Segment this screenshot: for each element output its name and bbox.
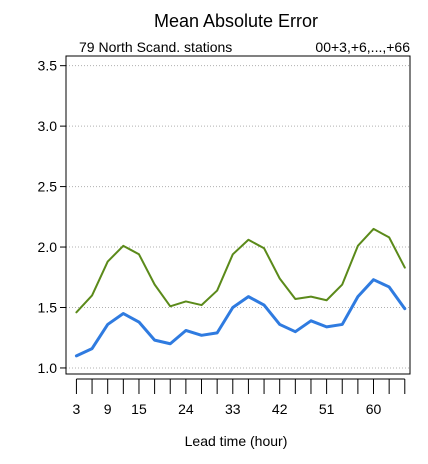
series-line-2 [74, 278, 407, 358]
chart-title: Mean Absolute Error [154, 11, 318, 31]
y-tick-label: 2.0 [38, 239, 58, 255]
chart-subtitle-right: 00+3,+6,...,+66 [315, 39, 410, 55]
x-tick-label: 3 [73, 401, 81, 417]
y-tick-label: 3.5 [38, 58, 58, 74]
x-tick-label: 42 [272, 401, 288, 417]
x-tick-label: 51 [319, 401, 335, 417]
y-axis: 1.0 1.5 2.0 2.5 3.0 3.5 [38, 58, 66, 376]
y-tick-label: 1.0 [38, 360, 58, 376]
series-lines [74, 227, 407, 358]
y-tick-label: 3.0 [38, 118, 58, 134]
x-tick-label: 15 [131, 401, 147, 417]
x-tick-label: 9 [104, 401, 112, 417]
x-tick-label: 33 [225, 401, 241, 417]
series-line-1 [75, 227, 406, 314]
y-tick-label: 1.5 [38, 299, 58, 315]
x-tick-label: 24 [178, 401, 194, 417]
x-axis-label: Lead time (hour) [185, 433, 288, 449]
x-tick-label: 60 [366, 401, 382, 417]
chart-subtitle-left: 79 North Scand. stations [79, 39, 232, 55]
x-axis: 3 9 15 24 33 42 51 60 [73, 378, 406, 417]
y-tick-label: 2.5 [38, 179, 58, 195]
grid-lines [66, 65, 410, 369]
plot-frame [65, 55, 411, 375]
